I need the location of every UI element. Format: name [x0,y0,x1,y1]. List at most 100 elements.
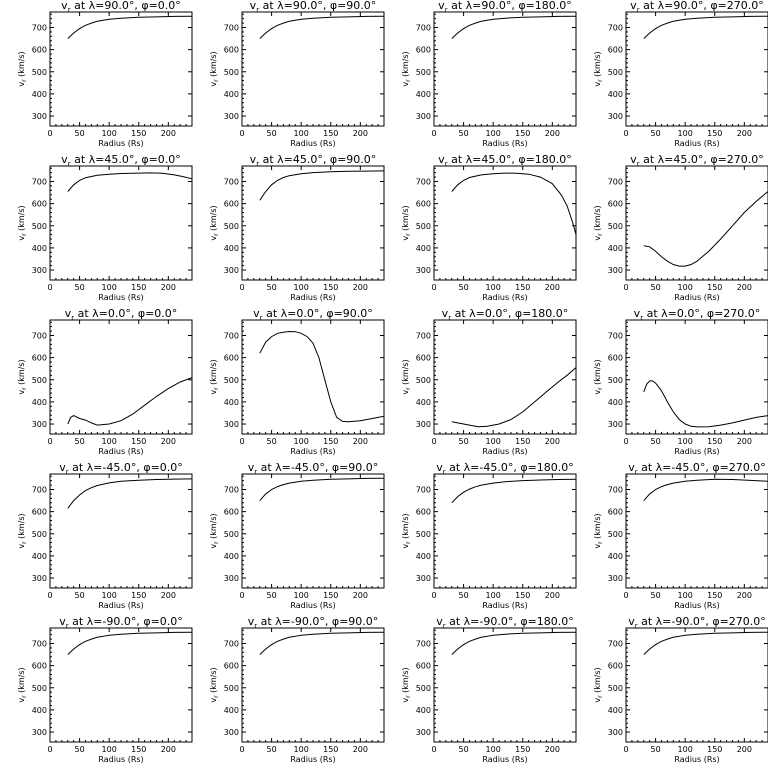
x-tick-label: 100 [102,283,117,292]
y-tick-label: 400 [416,90,431,99]
axes-frame [433,473,577,589]
axes-frame [625,319,768,435]
x-tick-label: 200 [353,437,368,446]
x-tick-label: 50 [458,283,468,292]
axes-frame [433,11,577,127]
y-tick-label: 500 [416,376,431,385]
x-tick-label: 200 [353,745,368,754]
subplot-9: vr at λ=0.0°, φ=90.0° 0 50 100 150 200 300 400 5… [209,307,385,456]
y-tick-label: 400 [608,398,623,407]
y-tick-label: 400 [416,244,431,253]
series-line [67,15,193,39]
x-tick-label: 0 [623,437,628,446]
subplot-title: vr at λ=45.0°, φ=90.0° [250,153,377,168]
x-axis-label: Radius (Rs) [290,293,335,302]
series-line [643,191,768,267]
y-tick-label: 300 [608,574,623,583]
x-tick-label: 200 [737,129,752,138]
subplot-14: vr at λ=-45.0°, φ=180.0° 0 50 100 150 200 300 4… [401,461,577,610]
x-tick-label: 200 [161,283,176,292]
y-tick-label: 700 [608,639,623,648]
y-tick-label: 600 [416,662,431,671]
y-axis-label: vr (km/s) [209,513,220,548]
x-tick-label: 0 [239,283,244,292]
y-tick-label: 300 [32,266,47,275]
y-tick-label: 500 [608,684,623,693]
x-tick-label: 50 [650,283,660,292]
y-tick-label: 400 [224,552,239,561]
x-tick-label: 50 [266,437,276,446]
subplot-11: vr at λ=0.0°, φ=270.0° 0 50 100 150 200 300 400… [593,307,768,456]
y-axis-label: vr (km/s) [17,513,28,548]
x-tick-label: 0 [239,745,244,754]
axes-frame [241,473,385,589]
y-tick-label: 300 [416,112,431,121]
y-tick-label: 300 [608,728,623,737]
subplot-13: vr at λ=-45.0°, φ=90.0° 0 50 100 150 200 300 40… [209,461,385,610]
series-line [259,477,385,501]
x-tick-label: 200 [545,745,560,754]
y-tick-label: 400 [32,90,47,99]
x-tick-label: 150 [515,437,530,446]
subplot-6: vr at λ=45.0°, φ=180.0° 0 50 100 150 200 300 40… [401,153,577,302]
y-tick-label: 500 [32,68,47,77]
axes-frame [625,11,768,127]
series-line [451,367,577,428]
y-axis-label: vr (km/s) [17,359,28,394]
x-tick-label: 150 [323,283,338,292]
y-tick-label: 300 [608,420,623,429]
y-tick-label: 300 [32,112,47,121]
x-tick-label: 0 [431,437,436,446]
y-tick-label: 500 [32,222,47,231]
x-tick-label: 200 [353,591,368,600]
subplot-15: vr at λ=-45.0°, φ=270.0° 0 50 100 150 200 300 4… [593,461,768,610]
subplot-title: vr at λ=-45.0°, φ=270.0° [628,461,766,476]
x-tick-label: 50 [650,129,660,138]
y-tick-label: 700 [608,23,623,32]
y-axis-label: vr (km/s) [209,359,220,394]
y-tick-label: 300 [224,420,239,429]
y-tick-label: 400 [608,244,623,253]
y-tick-label: 700 [416,23,431,32]
x-axis-label: Radius (Rs) [482,139,527,148]
y-tick-label: 500 [608,376,623,385]
y-tick-label: 600 [32,200,47,209]
x-tick-label: 50 [266,283,276,292]
subplot-10: vr at λ=0.0°, φ=180.0° 0 50 100 150 200 300 400… [401,307,577,456]
y-tick-label: 400 [224,398,239,407]
y-tick-label: 600 [416,200,431,209]
y-axis-label: vr (km/s) [401,667,412,702]
x-tick-label: 50 [74,745,84,754]
x-tick-label: 150 [323,591,338,600]
y-tick-label: 500 [608,68,623,77]
x-tick-label: 50 [266,745,276,754]
subplot-title: vr at λ=-45.0°, φ=0.0° [59,461,183,476]
y-tick-label: 300 [608,112,623,121]
y-tick-label: 700 [32,177,47,186]
series-line [451,631,577,655]
y-tick-label: 400 [608,552,623,561]
y-tick-label: 400 [32,398,47,407]
axes-frame [49,473,193,589]
y-tick-label: 600 [608,200,623,209]
x-tick-label: 200 [353,283,368,292]
y-tick-label: 500 [32,376,47,385]
series-line [643,15,768,39]
x-tick-label: 50 [650,437,660,446]
x-tick-label: 0 [239,591,244,600]
subplot-12: vr at λ=-45.0°, φ=0.0° 0 50 100 150 200 300 400… [17,461,193,610]
subplot-17: vr at λ=-90.0°, φ=90.0° 0 50 100 150 200 300 40… [209,615,385,764]
y-axis-label: vr (km/s) [593,667,604,702]
x-tick-label: 100 [294,129,309,138]
x-tick-label: 100 [486,129,501,138]
y-axis-label: vr (km/s) [401,205,412,240]
subplot-18: vr at λ=-90.0°, φ=180.0° 0 50 100 150 200 300 4… [401,615,577,764]
subplot-3: vr at λ=90.0°, φ=270.0° 0 50 100 150 200 300 40… [593,0,768,148]
x-tick-label: 150 [323,745,338,754]
subplot-7: vr at λ=45.0°, φ=270.0° 0 50 100 150 200 300 40… [593,153,768,302]
x-tick-label: 100 [678,437,693,446]
x-axis-label: Radius (Rs) [98,447,143,456]
x-tick-label: 150 [707,745,722,754]
x-tick-label: 50 [266,591,276,600]
y-tick-label: 700 [32,639,47,648]
